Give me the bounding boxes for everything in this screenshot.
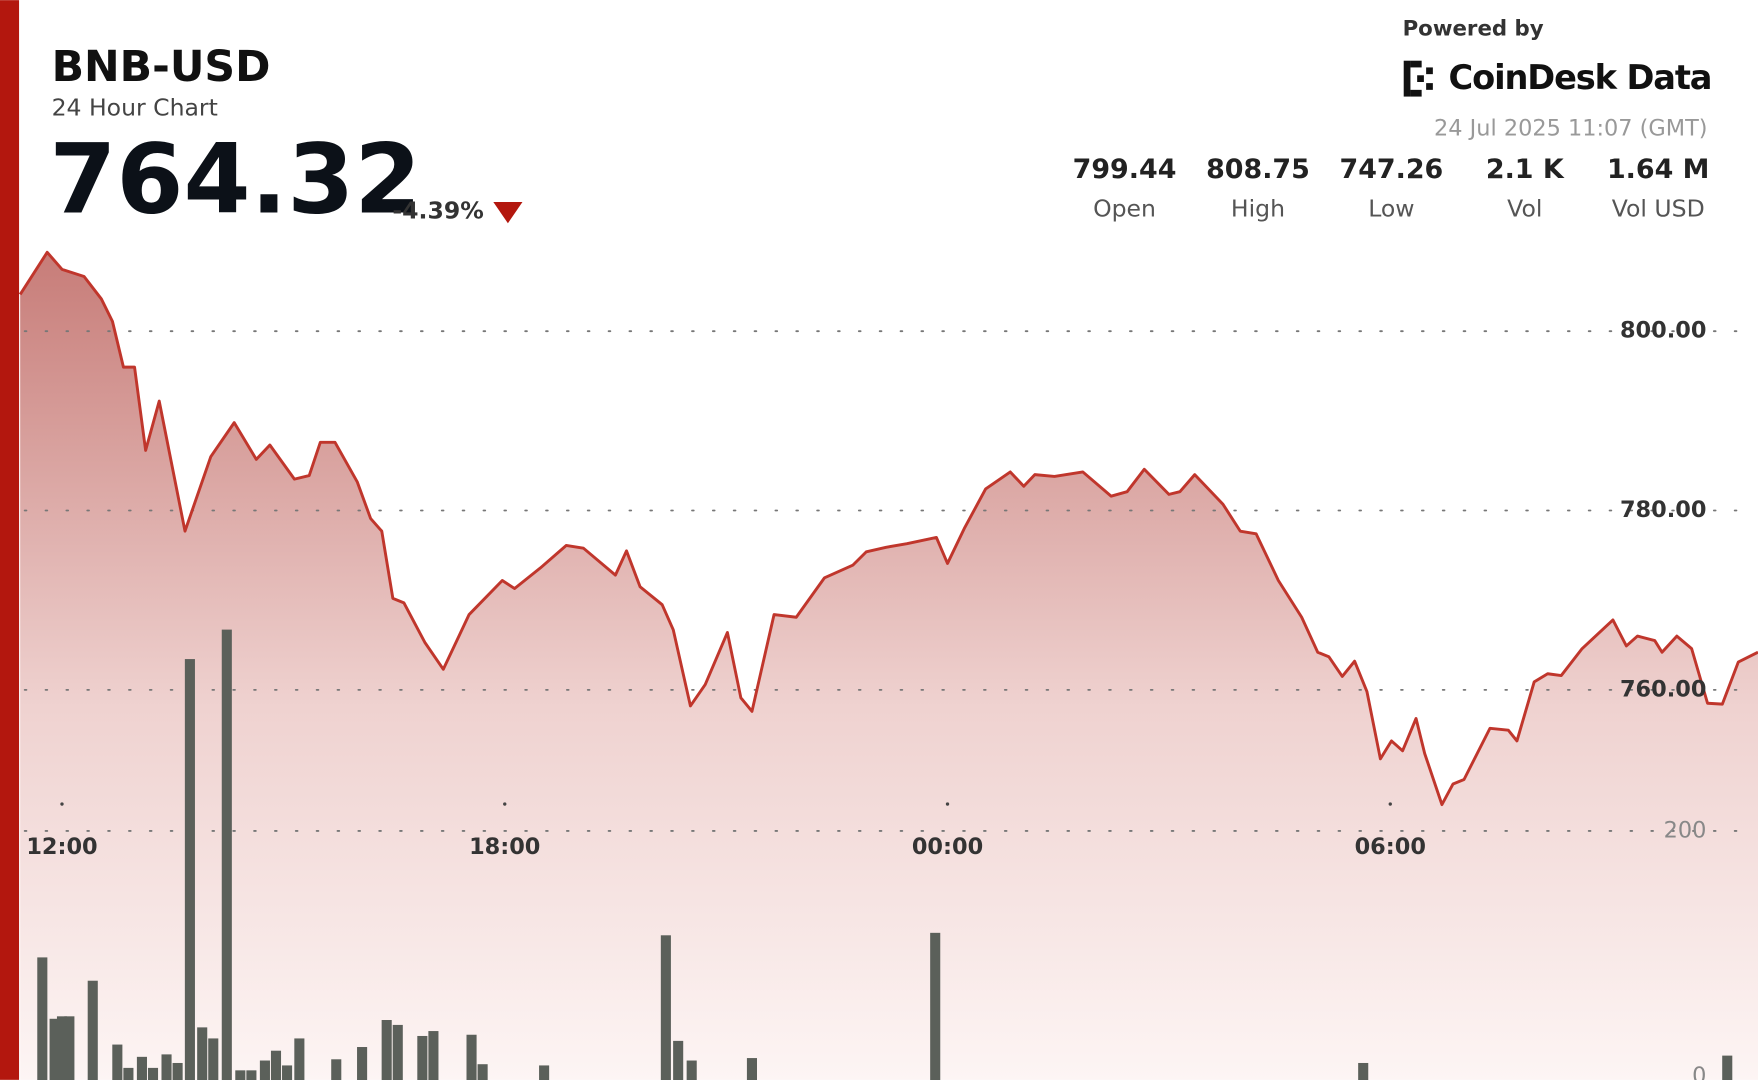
stat-label: High bbox=[1231, 194, 1285, 222]
stats: 799.44 Open 808.75 High 747.26 Low 2.1 K Vol 1.6… bbox=[1073, 154, 1710, 222]
volume-bar bbox=[466, 1034, 477, 1080]
volume-bar bbox=[147, 1067, 159, 1080]
x-tick bbox=[60, 802, 64, 806]
brand-logo bbox=[1403, 60, 1433, 97]
volume-bar bbox=[161, 1054, 172, 1080]
volume-bar bbox=[208, 1038, 219, 1080]
title: BNB-USD bbox=[52, 42, 271, 92]
stat-value: 808.75 bbox=[1206, 154, 1310, 185]
volume-bar bbox=[381, 1020, 392, 1080]
x-tick bbox=[1388, 802, 1392, 806]
volume-bar bbox=[259, 1060, 270, 1080]
timestamp: 24 Jul 2025 11:07 (GMT) bbox=[1434, 116, 1707, 142]
volume-bar bbox=[49, 1018, 60, 1080]
plot-area: 800.00 780.00 760.00 0 200 12:00 18:00 00:00 06:… bbox=[18, 250, 1758, 1080]
volume-bar bbox=[270, 1050, 282, 1080]
volume-bar bbox=[235, 1070, 246, 1080]
y-tick-label: 780.00 bbox=[1620, 497, 1706, 523]
volume-bar bbox=[282, 1065, 293, 1080]
brand: CoinDesk Data bbox=[1449, 58, 1712, 97]
volume-bar bbox=[686, 1060, 697, 1080]
x-tick-label: 12:00 bbox=[26, 834, 97, 860]
volume-bar bbox=[331, 1059, 342, 1080]
volume-bar bbox=[746, 1058, 758, 1080]
x-tick-label: 06:00 bbox=[1355, 834, 1426, 860]
stat-label: Vol USD bbox=[1612, 194, 1705, 222]
volume-bar bbox=[660, 935, 671, 1080]
volume-bar bbox=[1722, 1055, 1733, 1080]
volume-bar bbox=[64, 1016, 75, 1080]
volume-bar bbox=[37, 957, 48, 1080]
down-arrow bbox=[493, 201, 523, 224]
y2-tick-label: 0 bbox=[1692, 1063, 1706, 1080]
volume-bar bbox=[197, 1027, 208, 1080]
x-tick-label: 00:00 bbox=[912, 834, 983, 860]
stat-label: Low bbox=[1368, 194, 1414, 222]
volume-bar bbox=[477, 1064, 488, 1080]
y2-tick-label: 200 bbox=[1664, 817, 1707, 843]
volume-bar bbox=[112, 1044, 123, 1080]
volume-bar bbox=[123, 1067, 134, 1080]
price: 764.32 bbox=[49, 124, 421, 236]
volume-bar bbox=[357, 1047, 368, 1080]
y-tick-label: 800.00 bbox=[1620, 318, 1706, 344]
volume-bar bbox=[392, 1024, 403, 1080]
stat-label: Open bbox=[1093, 194, 1156, 222]
volume-bar bbox=[184, 659, 195, 1080]
volume-bar bbox=[56, 1016, 68, 1080]
stat-value: 799.44 bbox=[1073, 154, 1177, 185]
x-tick bbox=[945, 802, 950, 806]
change: -4.39% bbox=[392, 197, 483, 225]
volume-bar bbox=[428, 1031, 439, 1080]
volume-bar bbox=[172, 1062, 183, 1080]
volume-bar bbox=[294, 1038, 305, 1080]
volume-bar bbox=[87, 980, 98, 1080]
accent-bar bbox=[0, 0, 20, 1080]
y-tick-label: 760.00 bbox=[1620, 676, 1706, 702]
volume-bar bbox=[221, 629, 232, 1080]
stat-value: 2.1 K bbox=[1486, 154, 1565, 185]
price-area bbox=[20, 252, 1758, 1080]
stat-label: Vol bbox=[1507, 194, 1542, 222]
price-line bbox=[18, 250, 1758, 807]
volume-bar bbox=[246, 1070, 257, 1080]
subtitle: 24 Hour Chart bbox=[52, 93, 218, 121]
powered-by: Powered by bbox=[1403, 16, 1544, 41]
volume-bar bbox=[673, 1040, 684, 1080]
x-tick bbox=[503, 802, 507, 806]
volume-bar bbox=[1358, 1062, 1369, 1080]
volume-bar bbox=[930, 932, 941, 1080]
x-tick-label: 18:00 bbox=[469, 834, 540, 860]
volume-bar bbox=[417, 1035, 428, 1080]
volume-bar bbox=[539, 1065, 550, 1080]
stat-value: 747.26 bbox=[1339, 154, 1443, 185]
stat-value: 1.64 M bbox=[1607, 154, 1709, 185]
volume-bar bbox=[136, 1056, 147, 1080]
